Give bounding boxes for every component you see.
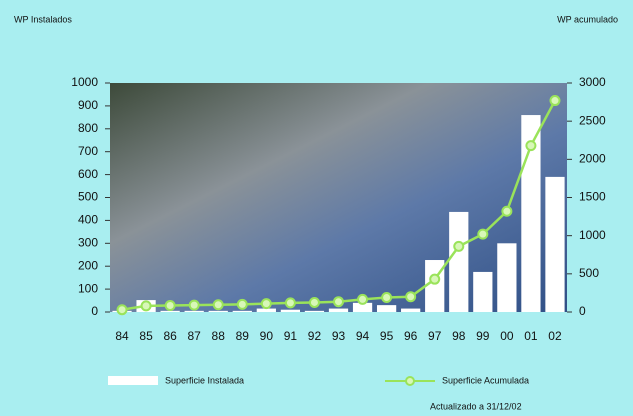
bar — [352, 302, 373, 312]
y-tick-label: 1000 — [71, 75, 98, 89]
x-tick-label: 95 — [380, 329, 394, 343]
x-tick-label: 89 — [236, 329, 250, 343]
line-marker — [116, 304, 128, 316]
bar — [184, 310, 204, 312]
bar — [208, 310, 228, 312]
x-tick-label: 99 — [476, 329, 490, 343]
line-marker — [212, 299, 224, 311]
x-tick-label: 01 — [524, 329, 538, 343]
line-marker — [477, 228, 489, 240]
note: Actualizado a 31/12/02 — [430, 401, 522, 411]
x-tick-label: 94 — [356, 329, 370, 343]
y-tick-label: 500 — [78, 190, 98, 204]
x-tick-label: 93 — [332, 329, 346, 343]
bar — [280, 309, 301, 312]
y-tick-label: 400 — [78, 213, 98, 227]
y-tick-label: 900 — [78, 98, 98, 112]
y2-tick-label: 500 — [579, 266, 599, 280]
line-marker — [501, 205, 513, 217]
line-marker — [260, 298, 272, 310]
legend-marker — [405, 376, 415, 386]
x-tick-label: 90 — [260, 329, 274, 343]
line-marker — [453, 240, 465, 252]
line-marker — [308, 296, 320, 308]
y2-tick-label: 2500 — [579, 113, 606, 127]
x-tick-label: 98 — [452, 329, 466, 343]
y2-tick-label: 0 — [579, 304, 586, 318]
line-marker — [188, 299, 200, 311]
bar — [473, 271, 493, 312]
bar — [304, 310, 325, 312]
line-marker — [405, 291, 417, 303]
line-marker — [236, 298, 248, 310]
line-marker — [525, 140, 537, 152]
x-tick-label: 85 — [139, 329, 153, 343]
x-tick-label: 96 — [404, 329, 418, 343]
x-tick-label: 92 — [308, 329, 322, 343]
y2-tick-label: 1500 — [579, 190, 606, 204]
bar — [545, 176, 565, 312]
bar — [425, 260, 445, 312]
y2-tick-label: 3000 — [579, 75, 606, 89]
y-tick-label: 100 — [78, 281, 98, 295]
bar — [232, 310, 252, 312]
x-tick-label: 02 — [548, 329, 562, 343]
x-tick-label: 97 — [428, 329, 442, 343]
y2-tick-label: 1000 — [579, 228, 606, 242]
y-tick-label: 200 — [78, 258, 98, 272]
bar — [376, 305, 397, 312]
line-marker — [140, 300, 152, 312]
y-tick-label: 800 — [78, 121, 98, 135]
bar — [497, 243, 517, 312]
legend-label: Superficie Instalada — [165, 375, 244, 385]
line-marker — [284, 297, 296, 309]
legend-bar-swatch — [108, 376, 158, 385]
x-tick-label: 88 — [212, 329, 226, 343]
bar — [328, 308, 349, 312]
bar — [401, 308, 421, 312]
line-marker — [381, 291, 393, 303]
line-marker — [164, 300, 176, 312]
line-marker — [429, 273, 441, 285]
bar — [449, 211, 469, 312]
y-tick-label: 700 — [78, 144, 98, 158]
legend-label: Superficie Acumulada — [442, 375, 529, 385]
x-tick-label: 00 — [500, 329, 514, 343]
bar — [160, 310, 180, 312]
bar — [256, 308, 276, 312]
y-tick-label: 300 — [78, 235, 98, 249]
x-tick-label: 86 — [163, 329, 177, 343]
y-tick-label: 0 — [91, 304, 98, 318]
line-marker — [333, 296, 344, 308]
y-tick-label: 600 — [78, 167, 98, 181]
bar — [521, 115, 541, 312]
y-axis-label: WP Instalados — [14, 14, 72, 24]
x-tick-label: 91 — [284, 329, 298, 343]
line-marker — [549, 95, 561, 107]
y2-tick-label: 2000 — [579, 152, 606, 166]
y2-axis-label: WP acumulado — [557, 14, 618, 24]
x-tick-label: 84 — [115, 329, 129, 343]
x-tick-label: 87 — [188, 329, 202, 343]
line-marker — [357, 293, 369, 305]
